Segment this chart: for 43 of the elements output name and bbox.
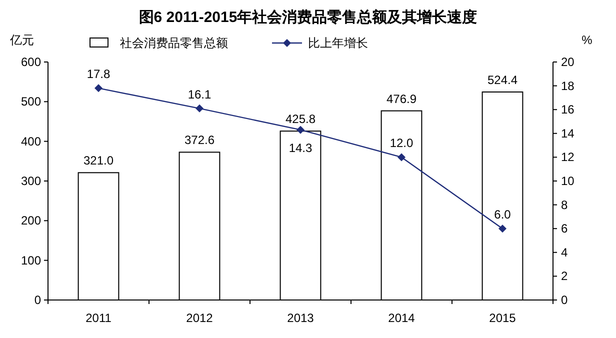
y2-tick-label: 8 — [561, 198, 568, 212]
y2-tick-label: 12 — [561, 150, 575, 164]
y2-tick-label: 10 — [561, 174, 575, 188]
y2-tick-label: 2 — [561, 269, 568, 284]
data-label: 476.9 — [386, 92, 417, 106]
data-label: 14.3 — [288, 140, 312, 155]
y-tick-label: 100 — [20, 253, 42, 268]
y-tick-label: 300 — [20, 174, 42, 188]
y2-tick-label: 16 — [561, 102, 575, 117]
y2-tick-label: 20 — [561, 55, 575, 69]
y2-axis-title: % — [582, 33, 593, 47]
point — [196, 104, 204, 112]
x-tick-label: 2012 — [186, 311, 214, 325]
y-tick-label: 0 — [34, 293, 42, 307]
legend-label: 比上年增长 — [308, 36, 368, 50]
y-axis-title: 亿元 — [9, 33, 34, 47]
chart-title: 图6 2011-2015年社会消费品零售总额及其增长速度 — [138, 8, 478, 26]
y2-tick-label: 18 — [561, 78, 575, 93]
y-tick-label: 600 — [20, 55, 42, 69]
x-tick-label: 2011 — [86, 311, 112, 325]
point — [296, 126, 304, 134]
x-tick-label: 2015 — [489, 311, 516, 325]
data-label: 6.0 — [494, 208, 512, 222]
point — [398, 153, 406, 162]
legend-label: 社会消费品零售总额 — [120, 36, 228, 50]
x-tick-label: 2014 — [388, 311, 416, 325]
y2-tick-label: 0 — [561, 293, 568, 307]
y2-tick-label: 6 — [561, 222, 568, 236]
data-label: 321.0 — [83, 154, 114, 168]
point — [94, 84, 102, 92]
data-label: 12.0 — [390, 136, 414, 150]
x-tick-label: 2013 — [287, 311, 314, 325]
y2-tick-label: 4 — [561, 245, 568, 260]
data-label: 17.8 — [86, 67, 110, 82]
data-label: 425.8 — [285, 112, 316, 126]
y-tick-label: 500 — [20, 94, 42, 109]
y-tick-label: 400 — [20, 134, 42, 148]
y-tick-label: 200 — [20, 214, 42, 228]
data-label: 372.6 — [184, 133, 215, 148]
data-label: 524.4 — [487, 72, 518, 87]
data-label: 16.1 — [188, 87, 212, 102]
point — [498, 224, 506, 233]
y2-tick-label: 14 — [561, 126, 575, 140]
